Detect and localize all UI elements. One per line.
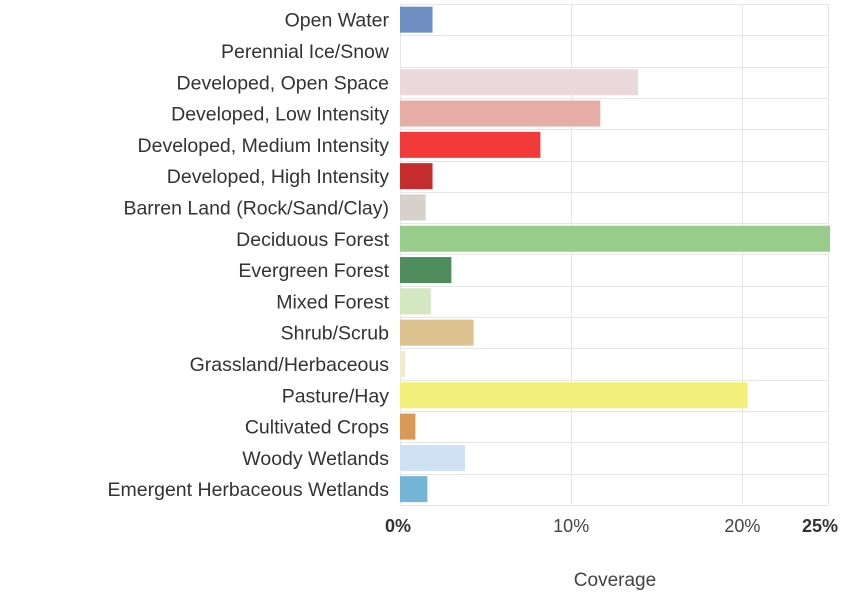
x-tick-label: 20%	[724, 516, 760, 536]
x-tick-labels: 0% 10% 20% 25%	[385, 516, 838, 536]
bar	[400, 319, 474, 346]
x-tick-label: 25%	[802, 516, 838, 536]
bar	[400, 476, 428, 503]
gridlines	[400, 4, 829, 506]
bar	[400, 350, 406, 377]
bar	[400, 131, 541, 158]
category-labels: Open Water Perennial Ice/Snow Developed, O…	[108, 10, 390, 501]
bar	[400, 257, 452, 284]
bars-group	[400, 6, 830, 503]
bar	[400, 288, 431, 315]
category-label: Woody Wetlands	[242, 448, 389, 470]
category-label: Perennial Ice/Snow	[221, 41, 390, 63]
category-label: Developed, High Intensity	[167, 166, 389, 188]
category-label: Developed, Medium Intensity	[138, 135, 390, 157]
bar	[400, 69, 638, 96]
category-label: Mixed Forest	[276, 291, 389, 313]
x-tick-label: 10%	[553, 516, 589, 536]
bar	[400, 100, 601, 127]
category-label: Barren Land (Rock/Sand/Clay)	[123, 197, 389, 219]
x-axis-title: Coverage	[574, 570, 656, 591]
bar	[400, 413, 416, 440]
category-label: Developed, Open Space	[177, 72, 389, 94]
category-label: Emergent Herbaceous Wetlands	[108, 479, 390, 501]
category-label: Shrub/Scrub	[281, 323, 390, 345]
category-label: Deciduous Forest	[236, 229, 389, 251]
bar	[400, 225, 830, 252]
bar	[400, 444, 466, 471]
bar	[400, 6, 433, 33]
category-label: Evergreen Forest	[238, 260, 389, 282]
category-label: Pasture/Hay	[282, 385, 390, 407]
bar	[400, 163, 433, 190]
category-label: Open Water	[285, 10, 390, 32]
category-label: Grassland/Herbaceous	[190, 354, 390, 376]
category-label: Developed, Low Intensity	[171, 104, 389, 126]
bar	[400, 382, 748, 409]
category-label: Cultivated Crops	[245, 417, 389, 439]
bar	[400, 194, 426, 221]
x-tick-label: 0%	[385, 516, 411, 536]
